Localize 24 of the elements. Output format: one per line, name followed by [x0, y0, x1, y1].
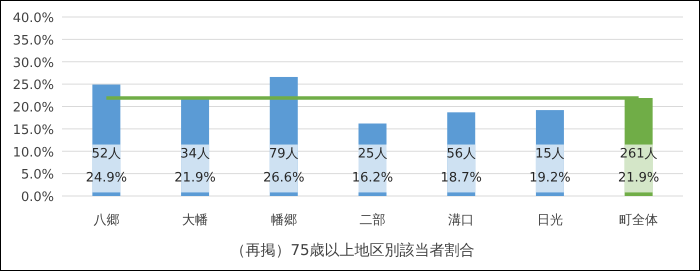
data-label: 261人 21.9% — [618, 146, 660, 186]
y-tick-label: 40.0% — [12, 11, 54, 26]
x-tick-label: 八郷 — [93, 213, 120, 228]
y-tick-label: 0.0% — [20, 190, 54, 205]
y-tick-label: 20.0% — [12, 100, 54, 116]
x-tick-label: 町全体 — [619, 213, 658, 228]
x-tick-label: 二部 — [360, 213, 386, 228]
data-label: 25人 16.2% — [352, 146, 394, 186]
y-tick-label: 25.0% — [12, 78, 54, 94]
data-label: 34人 21.9% — [174, 146, 216, 186]
data-label: 52人 24.9% — [86, 146, 128, 186]
data-label: 15人 19.2% — [529, 146, 571, 186]
y-tick-label: 10.0% — [12, 145, 54, 160]
data-label: 79人 26.6% — [263, 146, 304, 186]
x-tick-label: 日光 — [536, 213, 563, 228]
y-tick-label: 30.0% — [12, 56, 54, 71]
y-tick-label: 5.0% — [20, 168, 54, 183]
data-label: 56人 18.7% — [440, 146, 482, 186]
x-tick-label: 幡郷 — [270, 213, 297, 228]
x-tick-label: 大幡 — [182, 213, 208, 228]
x-tick-label: 溝口 — [448, 213, 474, 228]
y-tick-label: 15.0% — [12, 122, 54, 138]
x-axis-title: （再掲）75歳以上地区別該当者割合 — [230, 241, 475, 259]
y-tick-label: 35.0% — [12, 33, 54, 48]
